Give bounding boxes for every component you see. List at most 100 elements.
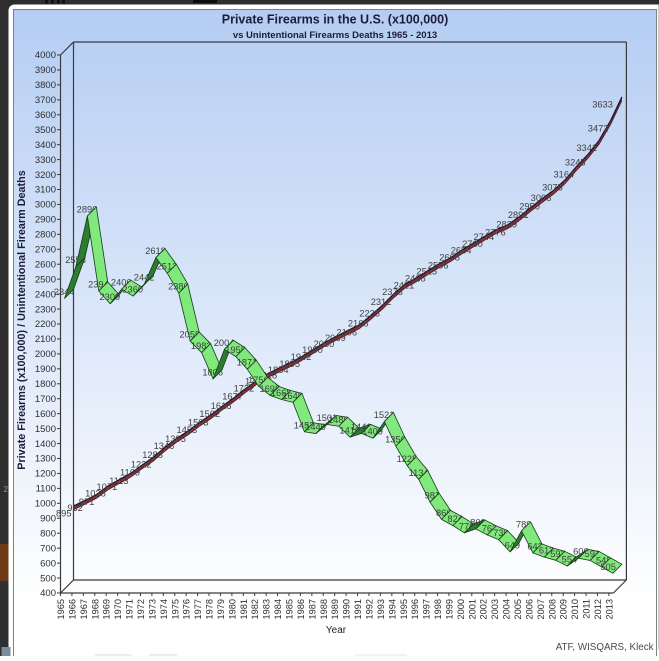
svg-text:1998: 1998 (433, 599, 443, 619)
svg-text:1987: 1987 (307, 599, 317, 619)
svg-text:2008: 2008 (547, 599, 557, 619)
svg-text:1000: 1000 (35, 499, 56, 510)
svg-text:2006: 2006 (524, 599, 534, 619)
svg-text:1980: 1980 (227, 599, 237, 619)
svg-text:Year: Year (326, 625, 347, 636)
svg-text:2010: 2010 (570, 599, 580, 619)
svg-text:2891: 2891 (508, 210, 529, 220)
svg-text:3164: 3164 (554, 169, 575, 179)
svg-text:2007: 2007 (536, 599, 546, 619)
svg-text:1976: 1976 (182, 599, 192, 619)
svg-text:3472: 3472 (588, 123, 609, 133)
svg-text:2: 2 (4, 485, 9, 494)
svg-text:600: 600 (40, 558, 56, 569)
svg-text:1300: 1300 (35, 454, 56, 465)
svg-text:2235: 2235 (359, 308, 380, 318)
svg-text:1900: 1900 (35, 364, 56, 375)
svg-text:2002: 2002 (479, 599, 489, 619)
svg-text:1100: 1100 (36, 484, 56, 495)
svg-text:3633: 3633 (592, 99, 613, 109)
svg-text:1989: 1989 (330, 599, 340, 619)
svg-text:2500: 2500 (35, 274, 56, 285)
svg-text:2000: 2000 (456, 599, 466, 619)
svg-text:1200: 1200 (35, 469, 56, 480)
svg-text:Private Firearms (x100,000) /: Private Firearms (x100,000) / Unintentio… (16, 170, 28, 469)
svg-text:1977: 1977 (193, 599, 203, 619)
svg-text:1972: 1972 (136, 599, 146, 619)
svg-text:1971: 1971 (125, 599, 135, 619)
svg-text:3075: 3075 (542, 183, 563, 193)
svg-text:1969: 1969 (102, 599, 112, 619)
svg-text:1981: 1981 (239, 599, 249, 619)
svg-text:2012: 2012 (593, 599, 603, 619)
svg-text:700: 700 (40, 543, 56, 554)
svg-text:4000: 4000 (35, 50, 56, 61)
svg-text:1967: 1967 (79, 599, 89, 619)
svg-text:1978: 1978 (205, 599, 215, 619)
svg-text:3300: 3300 (35, 155, 56, 166)
svg-text:500: 500 (40, 573, 56, 584)
svg-text:3006: 3006 (531, 193, 552, 203)
svg-text:1600: 1600 (35, 409, 56, 420)
svg-text:400: 400 (40, 588, 56, 599)
svg-text:505: 505 (600, 562, 616, 572)
svg-text:800: 800 (40, 528, 56, 539)
svg-text:1616: 1616 (211, 401, 232, 411)
svg-text:1999: 1999 (444, 599, 454, 619)
svg-text:2900: 2900 (35, 215, 56, 226)
svg-text:1970: 1970 (113, 599, 123, 619)
svg-text:1966: 1966 (67, 599, 77, 619)
svg-text:2300: 2300 (35, 304, 56, 315)
svg-text:1985: 1985 (285, 599, 295, 619)
svg-text:2200: 2200 (35, 319, 56, 330)
svg-text:1500: 1500 (35, 424, 56, 435)
svg-text:1984: 1984 (273, 599, 283, 619)
svg-text:2004: 2004 (502, 599, 512, 619)
svg-text:1288: 1288 (142, 450, 163, 460)
svg-text:3900: 3900 (35, 65, 56, 76)
svg-text:3341: 3341 (576, 143, 597, 153)
svg-text:3100: 3100 (35, 185, 56, 196)
svg-text:1988: 1988 (319, 599, 329, 619)
svg-text:1986: 1986 (296, 599, 306, 619)
svg-text:1990: 1990 (342, 599, 352, 619)
svg-text:2005: 2005 (513, 599, 523, 619)
svg-text:1222: 1222 (131, 460, 152, 470)
svg-text:2000: 2000 (35, 349, 56, 360)
svg-text:1400: 1400 (35, 439, 56, 450)
svg-text:3800: 3800 (35, 80, 56, 91)
svg-text:3600: 3600 (35, 110, 56, 121)
svg-text:1992: 1992 (364, 599, 374, 619)
svg-text:1982: 1982 (250, 599, 260, 619)
svg-text:1996: 1996 (410, 599, 420, 619)
svg-text:2600: 2600 (35, 259, 56, 270)
svg-text:2013: 2013 (604, 599, 614, 619)
svg-text:1973: 1973 (147, 599, 157, 619)
svg-text:2009: 2009 (559, 599, 569, 619)
svg-text:Private Firearms in the U.S. (: Private Firearms in the U.S. (x100,000) (222, 13, 449, 27)
svg-text:2700: 2700 (35, 244, 56, 255)
svg-text:2011: 2011 (582, 599, 592, 619)
svg-text:1983: 1983 (262, 599, 272, 619)
svg-text:3245: 3245 (565, 157, 586, 167)
svg-text:1503: 1503 (188, 418, 209, 428)
svg-text:3000: 3000 (35, 200, 56, 211)
svg-text:1968: 1968 (90, 599, 100, 619)
svg-text:2312: 2312 (371, 297, 392, 307)
svg-text:1965: 1965 (56, 599, 66, 619)
svg-text:3500: 3500 (35, 125, 56, 136)
svg-text:vs Unintentional Firearms Deat: vs Unintentional Firearms Deaths 1965 - … (233, 30, 437, 41)
svg-text:3700: 3700 (35, 95, 56, 106)
svg-text:2100: 2100 (35, 334, 56, 345)
svg-text:1700: 1700 (35, 394, 56, 405)
svg-text:1991: 1991 (353, 599, 363, 619)
svg-text:1994: 1994 (387, 599, 397, 619)
svg-text:3400: 3400 (35, 140, 56, 151)
svg-text:1800: 1800 (35, 379, 56, 390)
svg-text:900: 900 (40, 513, 56, 524)
svg-text:1975: 1975 (170, 599, 180, 619)
svg-text:ATF, WISQARS, Kleck: ATF, WISQARS, Kleck (556, 642, 654, 653)
svg-text:2106: 2106 (336, 328, 357, 338)
svg-text:1395: 1395 (165, 434, 186, 444)
svg-text:2001: 2001 (467, 599, 477, 619)
